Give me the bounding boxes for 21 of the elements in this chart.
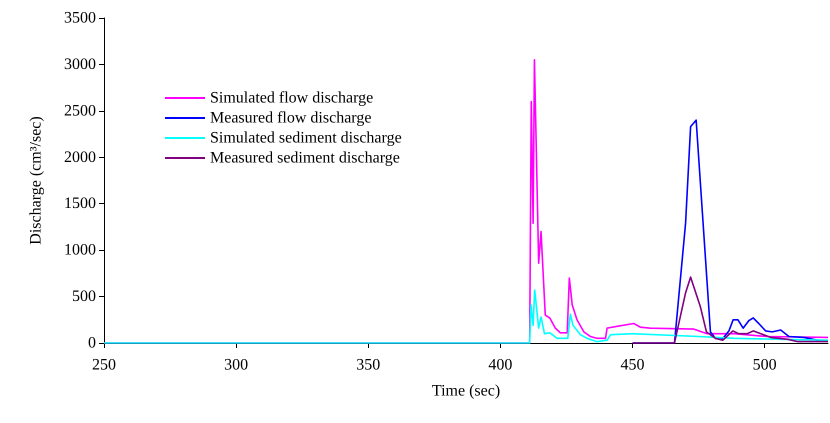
- x-tick-label: 250: [92, 356, 116, 374]
- y-tick-label: 0: [88, 334, 96, 352]
- y-tick-label: 500: [72, 288, 96, 306]
- x-tick-label: 400: [488, 356, 512, 374]
- line-series: [632, 276, 829, 344]
- x-tick-label: 350: [356, 356, 380, 374]
- x-tick-label: 450: [620, 356, 644, 374]
- y-tick-label: 1000: [64, 242, 96, 259]
- legend-label: Simulated sediment discharge: [210, 130, 402, 146]
- y-tick-label: 3000: [64, 56, 96, 73]
- y-tick-label: 2000: [64, 148, 96, 166]
- legend-label: Measured flow discharge: [210, 110, 372, 126]
- y-tick-label: 3500: [64, 10, 96, 26]
- legend-label: Measured sediment discharge: [210, 150, 400, 166]
- y-tick-label: 1500: [64, 195, 96, 212]
- y-tick-label: 2500: [64, 102, 96, 120]
- legend-label: Simulated flow discharge: [210, 90, 374, 106]
- y-axis-title: Discharge (cm³/sec): [28, 116, 44, 245]
- x-tick-label: 300: [224, 356, 248, 374]
- x-axis-title: Time (sec): [432, 382, 500, 400]
- x-tick-label: 500: [752, 356, 777, 374]
